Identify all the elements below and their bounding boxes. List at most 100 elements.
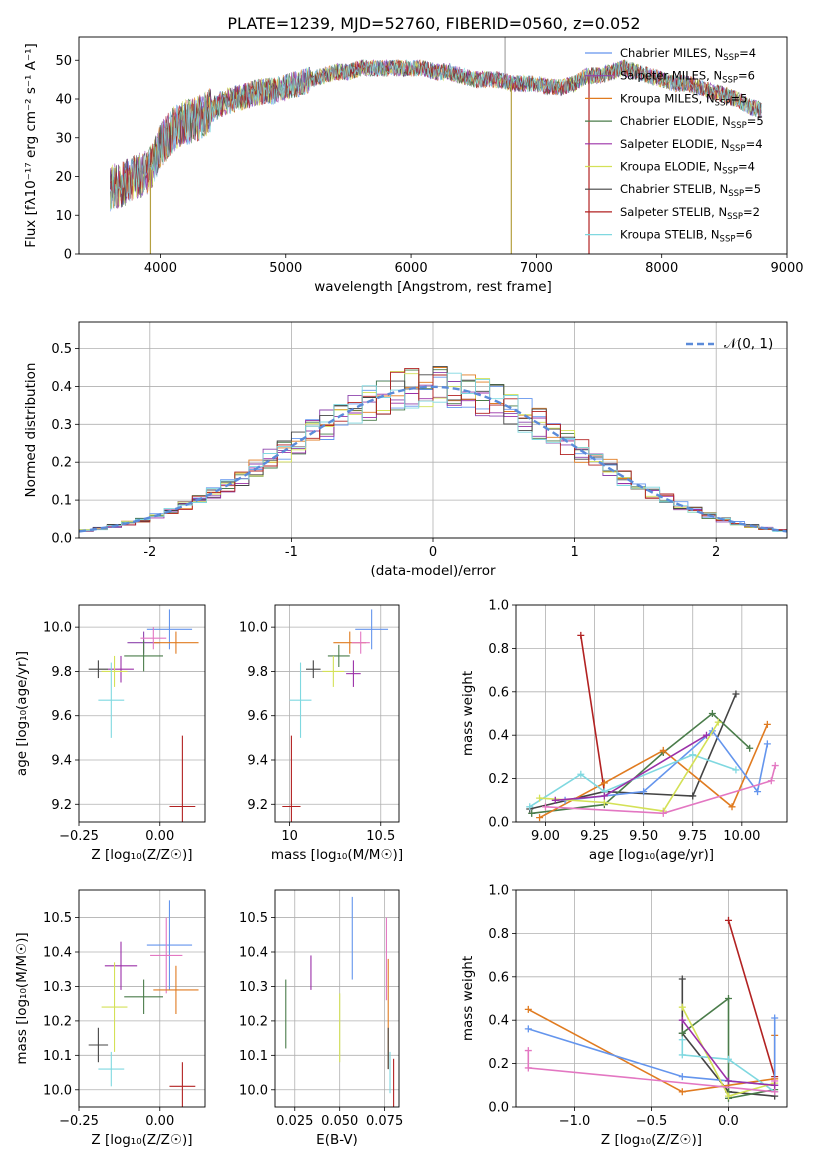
axes-frame <box>274 889 400 1108</box>
series-marker <box>702 731 710 739</box>
y-tick-label: 10.2 <box>239 1014 268 1029</box>
legend-subscript: SSP <box>720 235 736 245</box>
legend-entry: Kroupa STELIB, NSSP=6 <box>620 228 752 245</box>
x-tick-label: −0.5 <box>636 1114 668 1129</box>
x-tick-label: 9.50 <box>629 829 658 844</box>
y-tick-label: 9.6 <box>247 709 268 724</box>
series-marker <box>771 1081 779 1089</box>
y-tick-label: 0.1 <box>51 494 72 509</box>
x-tick-label: 0.025 <box>276 1114 313 1129</box>
legend-label: Kroupa STELIB, N <box>620 228 720 242</box>
series-marker <box>689 792 697 800</box>
y-tick-label: 10.5 <box>239 911 268 926</box>
error-bars <box>88 900 199 1107</box>
spectrum-lines <box>110 37 762 254</box>
legend-entry: Salpeter ELODIE, NSSP=4 <box>620 137 763 154</box>
panel-residual_hist: -2 -1 0 1 2 0.0 0.1 0.2 0.3 0.4 0.5 (data-model)/er… <box>23 321 788 579</box>
y-tick-label: 0.2 <box>51 456 72 471</box>
x-tick-label: −1.0 <box>559 1114 591 1129</box>
series-marker <box>524 1064 532 1072</box>
series-marker <box>524 1005 532 1013</box>
legend-entry: Salpeter MILES, NSSP=6 <box>620 69 755 86</box>
series-marker <box>659 746 667 754</box>
y-tick-label: 10.0 <box>43 1083 72 1098</box>
series-marker <box>763 720 771 728</box>
y-tick-label: 20 <box>55 170 72 185</box>
series-line <box>545 765 776 815</box>
series-marker <box>678 975 686 983</box>
y-tick-label: 10 <box>55 209 72 224</box>
x-axis-label: Z [log₁₀(Z/Z☉)] <box>91 847 192 863</box>
x-tick-label: 2 <box>712 545 720 560</box>
series-marker <box>689 751 697 759</box>
legend-count: =4 <box>739 46 756 60</box>
legend-count: =2 <box>743 205 760 219</box>
legend-subscript: SSP <box>727 212 743 222</box>
legend-entry: Kroupa MILES, NSSP=5 <box>620 91 747 108</box>
y-tick-label: 1.0 <box>488 884 509 899</box>
normal-curve <box>79 385 787 533</box>
series-marker <box>724 1092 732 1100</box>
series-marker <box>767 777 775 785</box>
error-bars <box>88 609 199 822</box>
series-marker <box>678 1003 686 1011</box>
y-tick-label: 0.6 <box>488 970 509 985</box>
series-line <box>529 693 737 810</box>
y-tick-label: 10.1 <box>43 1049 72 1064</box>
legend-entry: Chabrier STELIB, NSSP=5 <box>620 182 761 199</box>
axes-frame <box>515 604 788 823</box>
series-marker <box>577 770 585 778</box>
y-tick-label: 10.4 <box>43 946 72 961</box>
y-tick-label: 0.6 <box>488 685 509 700</box>
x-tick-label: 9.00 <box>531 829 560 844</box>
y-tick-label: 0.0 <box>488 1101 509 1116</box>
legend-label: Salpeter STELIB, N <box>620 205 727 219</box>
series-marker <box>640 788 648 796</box>
series-marker <box>600 798 608 806</box>
series-marker <box>526 803 534 811</box>
histograms <box>79 365 787 533</box>
axes-frame <box>515 889 788 1108</box>
y-tick-label: 9.8 <box>247 665 268 680</box>
error-bars <box>282 609 389 822</box>
weight-lines <box>524 916 779 1102</box>
y-axis-label: mass weight <box>460 671 476 756</box>
y-tick-label: 50 <box>55 54 72 69</box>
series-line <box>539 721 719 812</box>
x-tick-label: 0.075 <box>366 1114 403 1129</box>
y-tick-label: 9.4 <box>51 754 72 769</box>
series-marker <box>771 1088 779 1096</box>
y-tick-label: 9.4 <box>247 754 268 769</box>
y-tick-label: 30 <box>55 131 72 146</box>
panel-age_vs_mass: 10 10.5 9.2 9.4 9.6 9.8 10.0 mass [log₁₀(M/M☉)] <box>239 604 403 863</box>
legend-label: Kroupa MILES, N <box>620 91 715 105</box>
series-marker <box>600 779 608 787</box>
legend-subscript: SSP <box>715 98 731 108</box>
y-tick-label: 9.2 <box>247 798 268 813</box>
legend-entry: Kroupa ELODIE, NSSP=4 <box>620 160 755 177</box>
panel-mass_weight_vs_Z: −1.0 −0.5 0.0 0.0 0.2 0.4 0.6 0.8 1.0 Z [log₁₀(Z/… <box>460 884 788 1148</box>
plot-area <box>88 609 199 822</box>
y-tick-label: 10.1 <box>239 1049 268 1064</box>
y-tick-label: 0.8 <box>488 642 509 657</box>
x-tick-label: 0.050 <box>321 1114 358 1129</box>
series-marker <box>528 809 536 817</box>
figure-title: PLATE=1239, MJD=52760, FIBERID=0560, z=0… <box>227 14 640 33</box>
y-tick-label: 1.0 <box>488 599 509 614</box>
x-tick-label: 6000 <box>395 261 428 276</box>
y-tick-label: 0 <box>64 248 72 263</box>
y-tick-label: 0.4 <box>51 380 72 395</box>
plot-area <box>524 916 779 1102</box>
y-tick-label: 40 <box>55 93 72 108</box>
y-tick-label: 0.0 <box>488 816 509 831</box>
series-line <box>580 635 606 792</box>
y-axis-label: age [log₁₀(age/yr)] <box>14 651 30 776</box>
x-tick-label: -1 <box>285 545 298 560</box>
series-marker <box>724 1077 732 1085</box>
legend-entry: Chabrier MILES, NSSP=4 <box>620 46 756 63</box>
series-marker <box>600 792 608 800</box>
plot-area <box>110 37 762 254</box>
y-tick-label: 0.4 <box>488 1014 509 1029</box>
histogram-step <box>79 372 787 532</box>
y-tick-label: 0.2 <box>488 1057 509 1072</box>
